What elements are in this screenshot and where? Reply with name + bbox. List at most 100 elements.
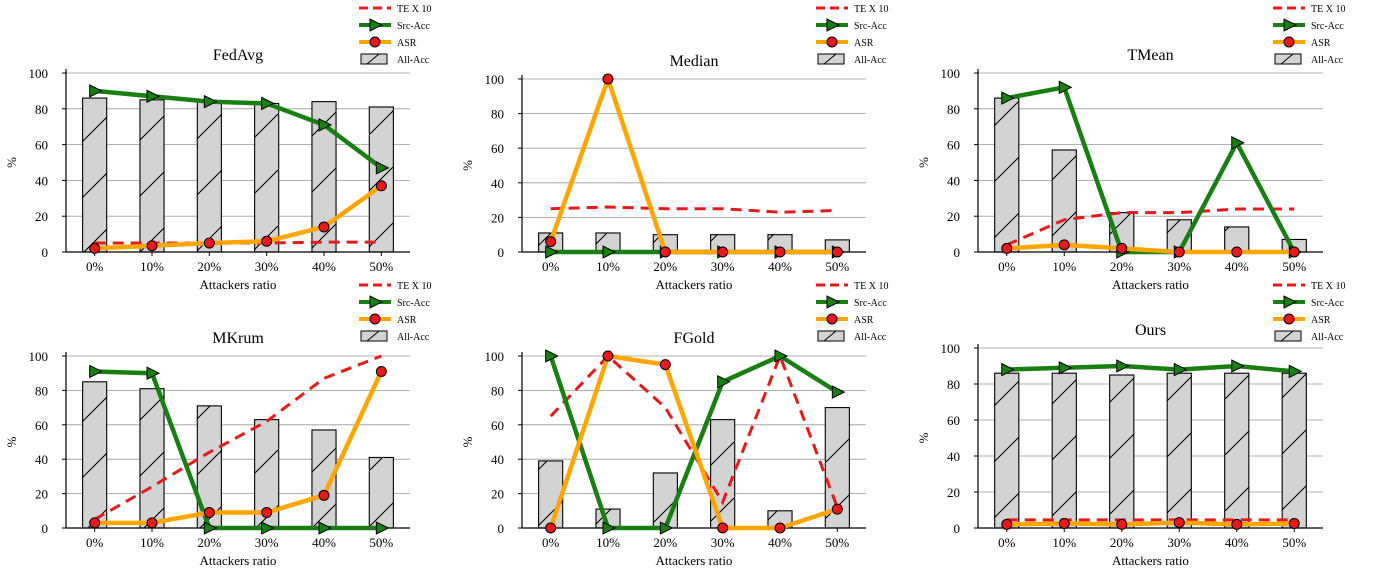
asr-point <box>831 246 843 258</box>
y-tick-label: 0 <box>42 521 49 536</box>
chart-title: Ours <box>1135 322 1166 339</box>
bar-hatch <box>1109 374 1135 529</box>
bar-hatch <box>652 472 678 529</box>
legend-label-asr: ASR <box>854 38 874 49</box>
bar-hatch <box>1051 372 1077 529</box>
bar-hatch <box>1281 372 1307 529</box>
y-tick-label: 20 <box>947 209 960 224</box>
y-axis-label: % <box>4 157 19 168</box>
y-axis-label: % <box>4 436 19 447</box>
y-tick-label: 100 <box>941 341 961 356</box>
y-tick-label: 60 <box>947 138 960 153</box>
x-tick-label: 0% <box>86 535 104 550</box>
series-te-line <box>549 351 839 508</box>
asr-point <box>1231 518 1243 530</box>
src-acc-point <box>659 521 674 535</box>
bar-hatch <box>1166 372 1192 529</box>
legend-label-te: TE X 10 <box>397 4 431 15</box>
legend-label-te: TE X 10 <box>397 281 431 292</box>
y-tick-label: 40 <box>35 452 48 467</box>
asr-point <box>89 517 101 529</box>
legend-swatch-all-acc <box>817 53 845 65</box>
src-acc-point <box>89 364 103 379</box>
legend-swatch-all-acc <box>1274 330 1302 342</box>
x-tick-label: 30% <box>1167 259 1191 274</box>
x-tick-label: 50% <box>369 259 393 274</box>
y-tick-label: 0 <box>954 245 961 260</box>
x-tick-label: 30% <box>711 259 735 274</box>
asr-point <box>1058 518 1070 529</box>
legend-label-te: TE X 10 <box>1311 4 1345 15</box>
asr-point <box>831 503 843 515</box>
y-tick-label: 20 <box>947 485 960 500</box>
x-tick-label: 40% <box>312 535 336 550</box>
bar-hatch <box>82 381 108 529</box>
legend-marker-src-acc <box>1283 18 1298 32</box>
y-tick-label: 0 <box>42 245 49 260</box>
series-src-acc-line <box>548 353 839 531</box>
bar-hatch <box>710 419 736 529</box>
legend-marker-asr <box>369 313 381 325</box>
x-tick-label: 10% <box>1052 259 1076 274</box>
x-tick-label: 20% <box>1110 535 1134 550</box>
src-acc-point <box>1231 136 1245 150</box>
y-tick-label: 0 <box>498 245 505 260</box>
chart-title: Median <box>670 53 719 70</box>
legend-hatch <box>1280 330 1294 342</box>
asr-point <box>318 221 330 233</box>
series-te-line <box>1006 207 1295 247</box>
asr-point <box>146 240 158 252</box>
legend-label-te: TE X 10 <box>1311 281 1345 292</box>
legend-label-src: Src-Acc <box>854 298 887 309</box>
src-acc-point <box>602 245 617 259</box>
legend: TE X 10 Src-Acc ASR All-Acc <box>359 4 431 66</box>
src-acc-point <box>1001 362 1015 377</box>
legend-label-src: Src-Acc <box>854 21 887 32</box>
bar-hatch <box>994 372 1020 529</box>
src-acc-point <box>602 521 617 535</box>
y-tick-label: 0 <box>498 521 505 536</box>
legend-label-asr: ASR <box>397 315 417 326</box>
x-tick-label: 0% <box>998 535 1016 550</box>
asr-point <box>1116 242 1128 254</box>
asr-point <box>1001 242 1013 254</box>
asr-point <box>1288 518 1300 529</box>
legend-label-all: All-Acc <box>397 55 430 66</box>
x-tick-label: 10% <box>596 259 620 274</box>
x-tick-label: 10% <box>140 259 164 274</box>
src-acc-point <box>545 245 559 259</box>
src-acc-point <box>1058 80 1073 95</box>
y-tick-label: 20 <box>491 487 504 502</box>
x-tick-label: 40% <box>1225 259 1249 274</box>
y-tick-label: 80 <box>491 107 504 122</box>
asr-point <box>659 359 671 371</box>
chart-title: FedAvg <box>213 47 263 64</box>
x-axis-label: Attackers ratio <box>656 553 733 568</box>
legend-label-te: TE X 10 <box>854 281 888 292</box>
chart-panel-fgold: 0 20 40 60 80 100 0% 10% 20% 30% 40% 50% FGold Attack… <box>460 281 888 568</box>
src-acc-point <box>1231 359 1245 373</box>
chart-panel-ours: 0 20 40 60 80 100 0% 10% 20% 30% 40% 50% Ours Attacke… <box>916 281 1345 568</box>
legend-marker-src-acc <box>826 18 841 32</box>
legend-label-src: Src-Acc <box>1311 21 1344 32</box>
asr-point <box>602 73 614 85</box>
legend-swatch-all-acc <box>360 53 388 65</box>
legend: TE X 10 Src-Acc ASR All-Acc <box>359 281 431 343</box>
asr-point <box>1173 246 1185 258</box>
bar-hatch <box>139 99 165 253</box>
y-tick-label: 100 <box>941 66 961 81</box>
asr-point <box>545 522 557 534</box>
x-axis-label: Attackers ratio <box>1112 553 1189 568</box>
bar-hatch <box>1051 149 1077 253</box>
x-tick-label: 40% <box>768 259 792 274</box>
src-acc-point <box>831 385 846 399</box>
legend-label-all: All-Acc <box>854 332 887 343</box>
x-tick-label: 20% <box>653 259 677 274</box>
asr-point <box>203 237 215 249</box>
legend-label-te: TE X 10 <box>854 4 888 15</box>
y-tick-label: 100 <box>485 349 505 364</box>
series-te-line <box>550 205 838 214</box>
src-acc-point <box>375 521 390 535</box>
y-tick-label: 40 <box>947 173 960 188</box>
